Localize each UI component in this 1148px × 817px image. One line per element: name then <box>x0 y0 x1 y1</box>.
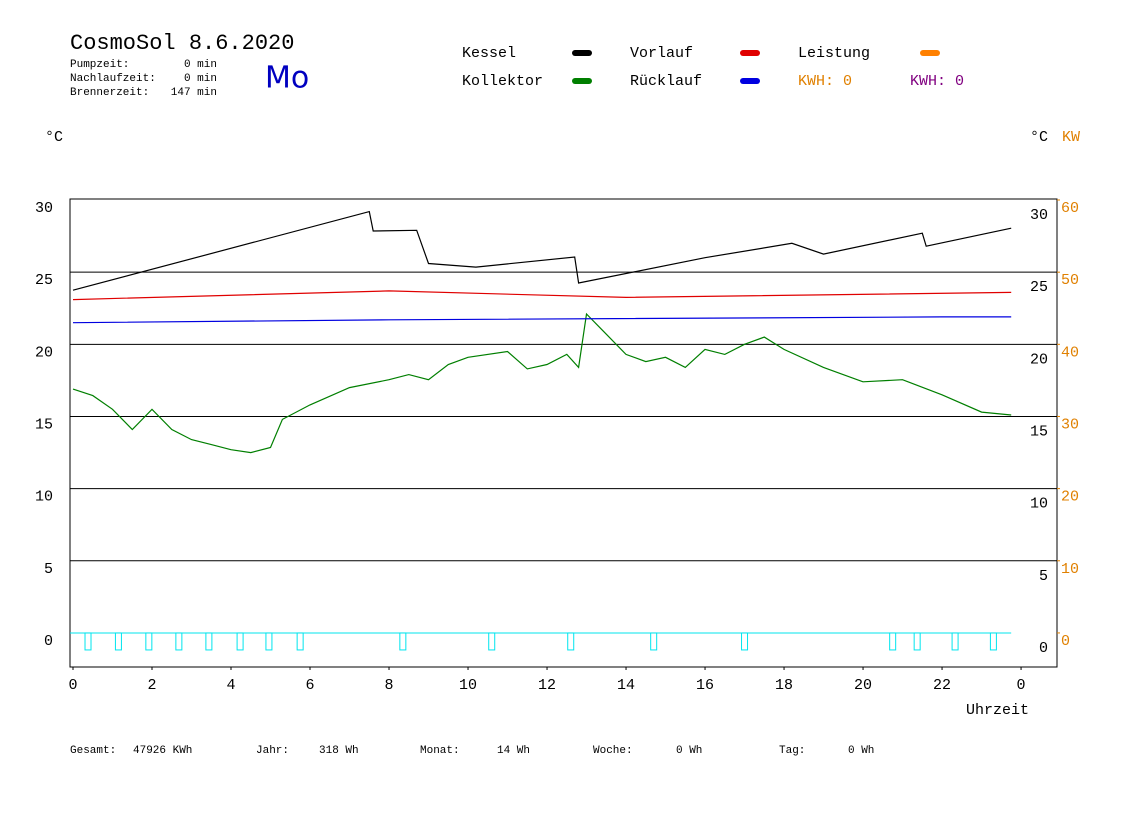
legend-label: Vorlauf <box>630 45 693 62</box>
x-tick-label: 10 <box>459 677 477 694</box>
x-tick-label: 18 <box>775 677 793 694</box>
footer-value: 14 Wh <box>497 745 530 757</box>
y-tick-label: 10 <box>35 489 53 506</box>
x-tick-label: 14 <box>617 677 635 694</box>
pulse <box>84 632 92 651</box>
footer-value: 47926 KWh <box>133 745 192 757</box>
y2-unit-kw: KW <box>1062 129 1080 146</box>
pulse <box>296 632 304 651</box>
series-line <box>72 210 1012 291</box>
time-value: 0 min <box>184 73 217 85</box>
x-tick-label: 0 <box>1017 677 1026 694</box>
x-tick-label: 8 <box>385 677 394 694</box>
time-label: Nachlaufzeit: <box>70 73 156 85</box>
y2-kw-tick-label: 0 <box>1061 633 1070 650</box>
footer-value: 0 Wh <box>676 745 702 757</box>
pulse <box>889 632 897 651</box>
series-line <box>72 316 1012 324</box>
pulse <box>145 632 153 651</box>
pulse <box>399 632 407 651</box>
y2-tick-label: 30 <box>1030 207 1048 224</box>
pulse <box>265 632 273 651</box>
y-unit: °C <box>45 129 63 146</box>
x-tick-label: 2 <box>147 677 156 694</box>
pulse <box>741 632 749 651</box>
time-label: Pumpzeit: <box>70 59 129 71</box>
time-value: 147 min <box>171 87 217 99</box>
kwh-label: KWH: 0 <box>798 73 852 90</box>
time-value: 0 min <box>184 59 217 71</box>
footer-label: Jahr: <box>256 745 289 757</box>
legend-swatch <box>740 50 760 56</box>
footer-label: Woche: <box>593 745 633 757</box>
y2-tick-label: 20 <box>1030 351 1048 368</box>
y-tick-label: 30 <box>35 200 53 217</box>
x-tick-label: 6 <box>306 677 315 694</box>
y2-tick-label: 25 <box>1030 279 1048 296</box>
pulse <box>488 632 496 651</box>
y2-tick-label: 15 <box>1030 423 1048 440</box>
series-line <box>72 312 1012 454</box>
legend-label: Kessel <box>462 45 516 62</box>
footer-label: Gesamt: <box>70 745 116 757</box>
y2-tick-label: 5 <box>1039 568 1048 585</box>
x-tick-label: 4 <box>227 677 236 694</box>
y-tick-label: 15 <box>35 416 53 433</box>
y2-kw-tick-label: 50 <box>1061 272 1079 289</box>
pulse <box>175 632 183 651</box>
y2-kw-tick-label: 30 <box>1061 416 1079 433</box>
footer-value: 0 Wh <box>848 745 874 757</box>
y-tick-label: 5 <box>44 561 53 578</box>
pulse <box>650 632 658 651</box>
legend-swatch <box>572 78 592 84</box>
pulse <box>989 632 997 651</box>
legend-label: Kollektor <box>462 73 543 90</box>
x-tick-label: 22 <box>933 677 951 694</box>
pulse <box>951 632 959 651</box>
y2-kw-tick-label: 20 <box>1061 489 1079 506</box>
x-tick-label: 12 <box>538 677 556 694</box>
y2-unit: °C <box>1030 129 1048 146</box>
x-label: Uhrzeit <box>966 702 1029 719</box>
legend-swatch <box>740 78 760 84</box>
legend-swatch <box>572 50 592 56</box>
footer-value: 318 Wh <box>319 745 359 757</box>
y-tick-label: 25 <box>35 272 53 289</box>
x-tick-label: 0 <box>68 677 77 694</box>
footer-label: Tag: <box>779 745 805 757</box>
y2-kw-tick-label: 40 <box>1061 344 1079 361</box>
y2-kw-tick-label: 60 <box>1061 200 1079 217</box>
plot-frame <box>69 198 1058 668</box>
legend-label: Rücklauf <box>630 73 702 90</box>
day: Mo <box>265 61 309 96</box>
footer-label: Monat: <box>420 745 460 757</box>
y2-kw-tick-label: 10 <box>1061 561 1079 578</box>
title: CosmoSol 8.6.2020 <box>70 31 294 56</box>
series-line <box>72 290 1012 301</box>
pulse <box>114 632 122 651</box>
y2-tick-label: 10 <box>1030 496 1048 513</box>
pulse <box>205 632 213 651</box>
pulse <box>567 632 575 651</box>
pulse <box>236 632 244 651</box>
y-tick-label: 20 <box>35 344 53 361</box>
x-tick-label: 20 <box>854 677 872 694</box>
x-tick-label: 16 <box>696 677 714 694</box>
legend-swatch <box>920 50 940 56</box>
pulse <box>913 632 921 651</box>
kwh-label: KWH: 0 <box>910 73 964 90</box>
time-label: Brennerzeit: <box>70 87 149 99</box>
legend-label: Leistung <box>798 45 870 62</box>
y-tick-label: 0 <box>44 633 53 650</box>
y2-tick-label: 0 <box>1039 640 1048 657</box>
